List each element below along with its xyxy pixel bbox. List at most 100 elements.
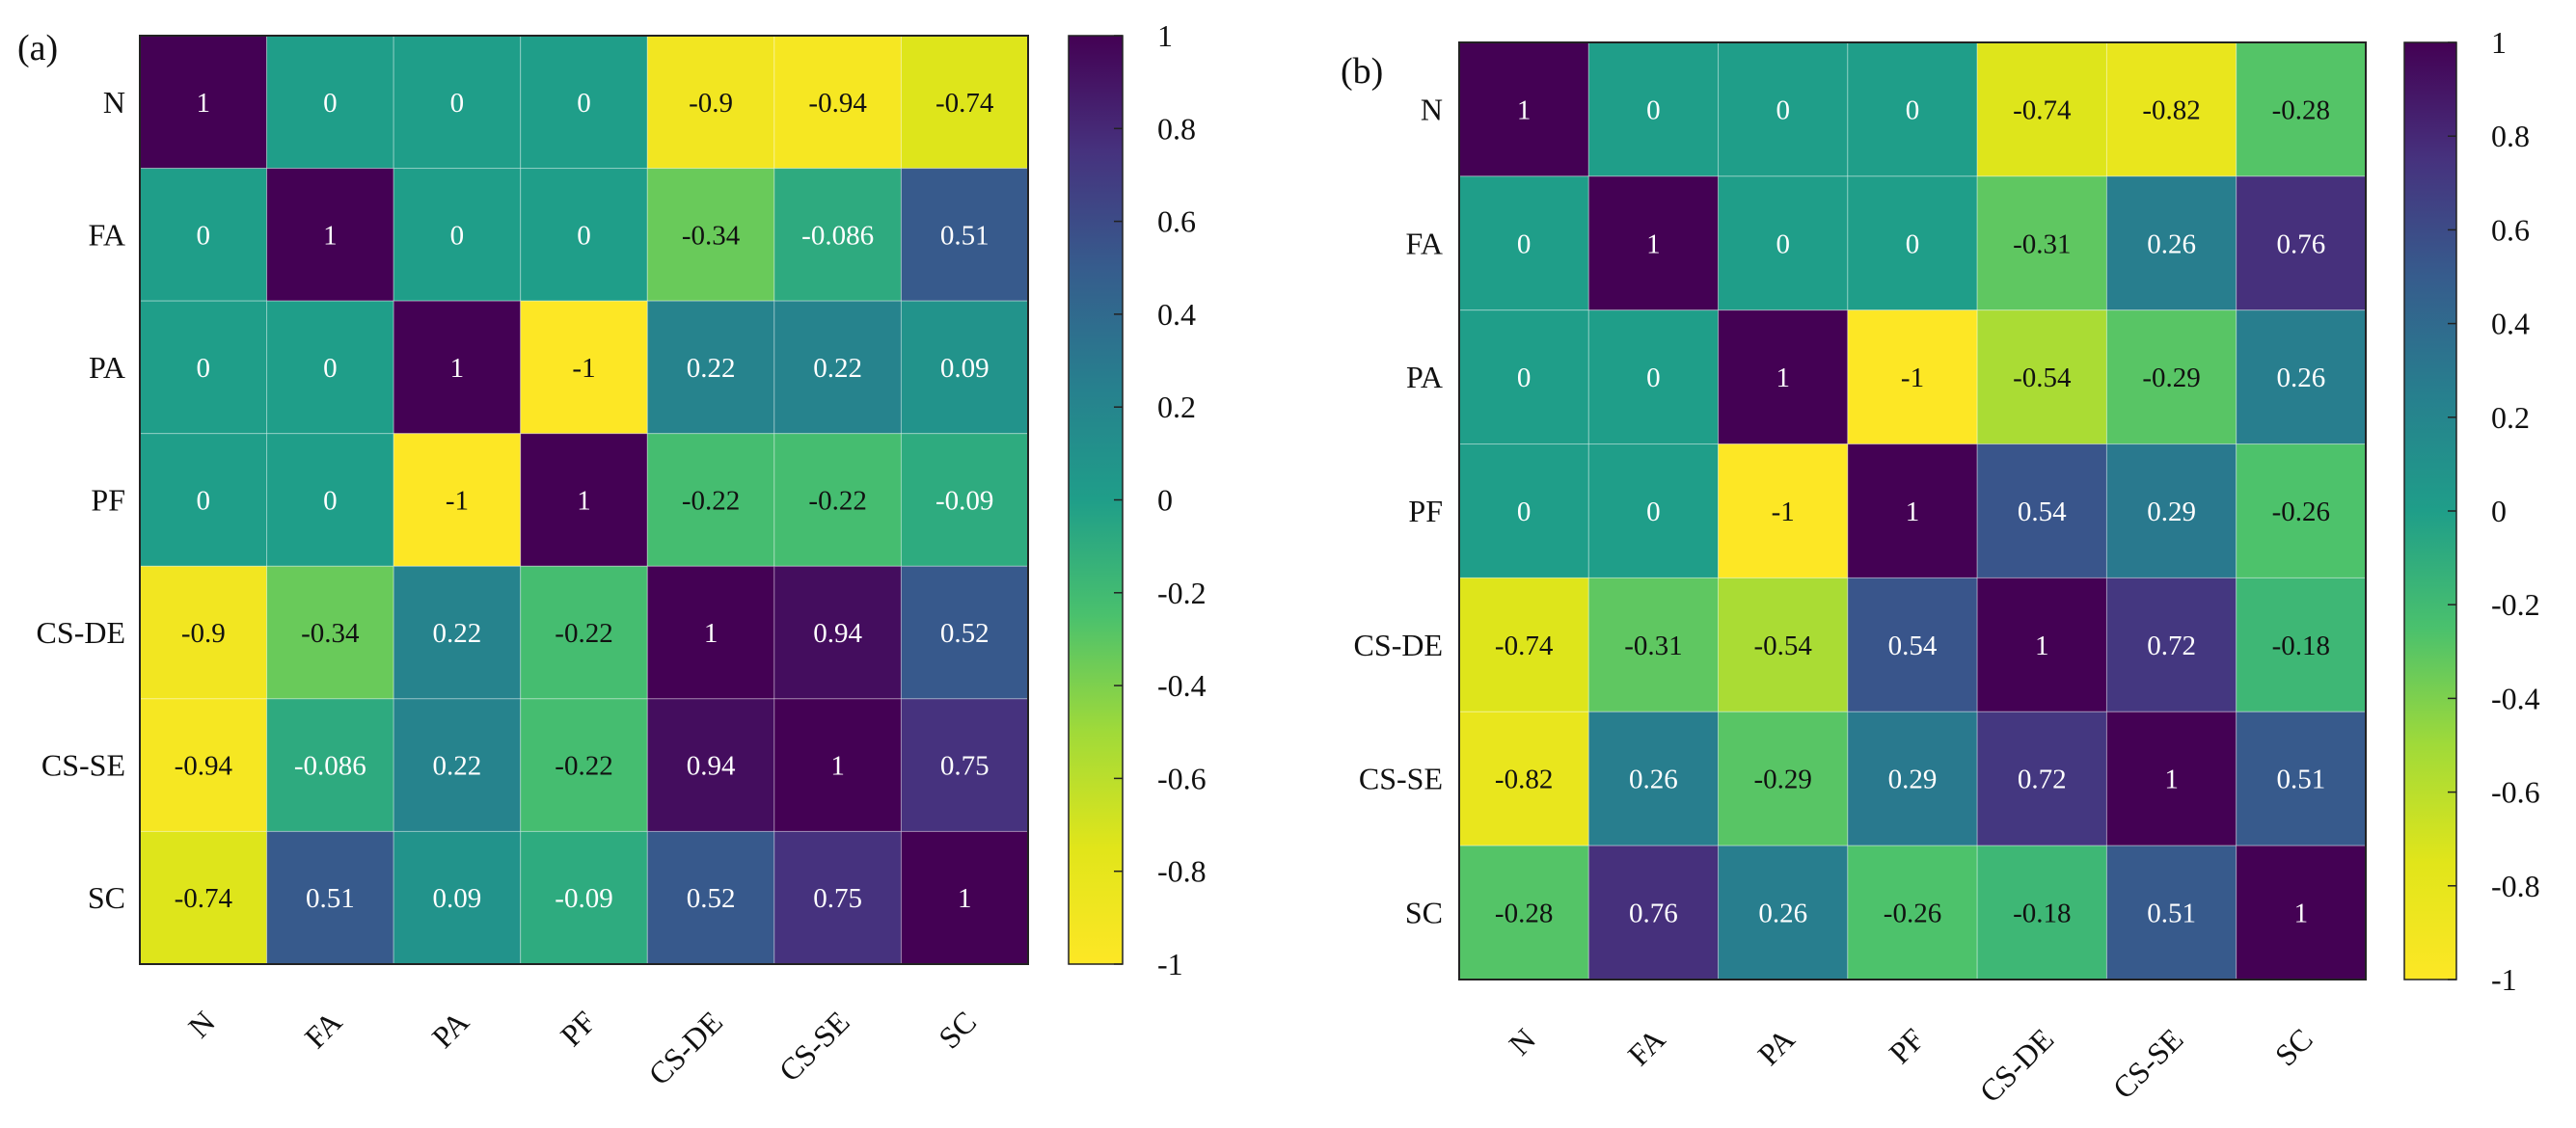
heatmap-grid-a: 1 0 0 0 -0.9 -0.94 -0.74 0 1 0 0 -0.34 -0.086 0.51 0 0 1…: [139, 35, 1029, 965]
heatmap-cell: [520, 830, 648, 965]
heatmap-cell: [900, 168, 1029, 302]
heatmap-cell: [2105, 711, 2237, 846]
heatmap-cell: [1587, 41, 1720, 177]
colorbar-tick-label: -0.8: [2491, 869, 2540, 903]
colorbar-tick-label: -0.8: [1157, 854, 1207, 889]
cell-value-label: -0.9: [181, 618, 226, 649]
cell-value-label: 0: [1776, 94, 1790, 125]
heatmap-cell: [1976, 711, 2107, 846]
cell-value-label: -0.74: [2013, 94, 2072, 125]
heatmap-cell: [266, 300, 394, 435]
heatmap-cell: [773, 698, 902, 832]
heatmap-cell: [2105, 309, 2237, 445]
heatmap-cell: [773, 433, 902, 567]
heatmap-cell: [520, 698, 648, 832]
cell-value-label: -0.28: [1495, 899, 1553, 929]
heatmap-cell: [646, 35, 775, 170]
heatmap-cell: [646, 830, 775, 965]
cell-value-label: 0.54: [2018, 497, 2067, 527]
column-label: SC: [2268, 1021, 2319, 1072]
cell-value-label: 0.94: [813, 618, 862, 649]
heatmap-cell: [1718, 711, 1849, 846]
row-label: FA: [88, 217, 125, 252]
column-label: SC: [932, 1004, 983, 1055]
colorbar-a: 1 0.8 0.6 0.4 0.2 0 -0.2 -0.4 -0.6 -0.8 -1: [1068, 18, 1207, 981]
cell-value-label: 1: [704, 618, 719, 649]
colorbar-tick-label: 1: [1157, 18, 1173, 53]
colorbar-tick-label: 0.6: [2491, 212, 2530, 247]
cell-value-label: -0.09: [555, 883, 612, 914]
cell-value-label: 1: [958, 883, 972, 914]
heatmap-cell: [393, 168, 522, 302]
heatmap-cell: [266, 698, 394, 832]
cell-value-label: -0.18: [2272, 631, 2330, 661]
heatmap-cell: [2236, 845, 2367, 980]
cell-value-label: 1: [1906, 497, 1920, 527]
cell-value-label: 0.29: [1888, 765, 1938, 795]
cell-value-label: 1: [323, 220, 338, 251]
heatmap-cell: [1718, 577, 1849, 712]
cell-value-label: -0.28: [2272, 94, 2330, 125]
colorbar-tick-label: -0.6: [2491, 775, 2540, 810]
heatmap-cell: [2236, 443, 2367, 578]
cell-value-label: 0.51: [2276, 765, 2325, 795]
cell-value-label: -0.82: [1495, 765, 1553, 795]
cell-value-label: -0.34: [301, 618, 360, 649]
heatmap-cell: [2236, 577, 2367, 712]
cell-value-label: 1: [1517, 94, 1532, 125]
heatmap-cell: [646, 698, 775, 832]
colorbar-tick-label: -0.4: [1157, 668, 1207, 703]
row-label: SC: [88, 880, 125, 915]
heatmap-grid-b: 1 0 0 0 -0.74 -0.82 -0.28 0 1 0 0 -0.31 0.26 0.76 0 0 1 -…: [1458, 41, 2367, 980]
cell-value-label: 0.26: [2276, 363, 2325, 393]
cell-value-label: 0.94: [687, 751, 736, 782]
cell-value-label: 0: [1517, 228, 1532, 259]
heatmap-cell: [266, 433, 394, 567]
cell-value-label: 0.54: [1888, 631, 1938, 661]
cell-value-label: 0.29: [2147, 497, 2196, 527]
colorbar-tick-label: 1: [2491, 25, 2507, 60]
cell-value-label: 0: [1517, 497, 1532, 527]
cell-value-label: 0: [1646, 94, 1661, 125]
row-label: CS-DE: [37, 615, 125, 650]
heatmap-panel-b: (b) 1 0 0 0 -0.74 -0.82 -0.28 0 1 0 0 -0.31 0.26 0.76…: [1341, 25, 2540, 1109]
cell-value-label: -1: [1772, 497, 1795, 527]
cell-value-label: 1: [450, 353, 465, 384]
heatmap-cell: [1718, 443, 1849, 578]
heatmap-cell: [1587, 577, 1720, 712]
cell-value-label: 0.26: [2147, 228, 2196, 259]
row-label: CS-DE: [1354, 628, 1443, 662]
column-label: PF: [554, 1004, 603, 1053]
row-label: PA: [89, 350, 125, 385]
heatmap-cell: [2105, 41, 2237, 177]
cell-value-label: 1: [197, 88, 211, 119]
cell-value-label: -0.31: [1624, 631, 1682, 661]
heatmap-cell: [1458, 175, 1589, 311]
cell-value-label: 0: [197, 220, 211, 251]
cell-value-label: -0.18: [2013, 899, 2071, 929]
column-label: CS-DE: [1972, 1021, 2060, 1109]
cell-value-label: 0: [450, 220, 465, 251]
cell-value-label: -1: [446, 486, 469, 517]
cell-value-label: 0.09: [433, 883, 482, 914]
cell-value-label: 0: [1646, 363, 1661, 393]
cell-value-label: 0: [1906, 94, 1920, 125]
column-label: PF: [1882, 1021, 1931, 1070]
cell-value-label: -0.26: [2272, 497, 2330, 527]
colorbar-tick-label: 0.2: [1157, 389, 1196, 424]
column-label: PA: [425, 1004, 475, 1054]
heatmap-cell: [393, 698, 522, 832]
cell-value-label: -0.34: [682, 220, 741, 251]
colorbar-b: 1 0.8 0.6 0.4 0.2 0 -0.2 -0.4 -0.6 -0.8 -1: [2403, 25, 2540, 997]
cell-value-label: 1: [2035, 631, 2049, 661]
cell-value-label: -0.74: [1495, 631, 1554, 661]
heatmap-cell: [773, 300, 902, 435]
heatmap-cell: [2236, 711, 2367, 846]
cell-value-label: -0.29: [2142, 363, 2200, 393]
column-label: CS-SE: [2105, 1021, 2189, 1105]
row-label: PA: [1406, 360, 1443, 394]
heatmap-cell: [2236, 175, 2367, 311]
heatmap-cell: [1458, 577, 1589, 712]
cell-value-label: 0: [323, 353, 338, 384]
